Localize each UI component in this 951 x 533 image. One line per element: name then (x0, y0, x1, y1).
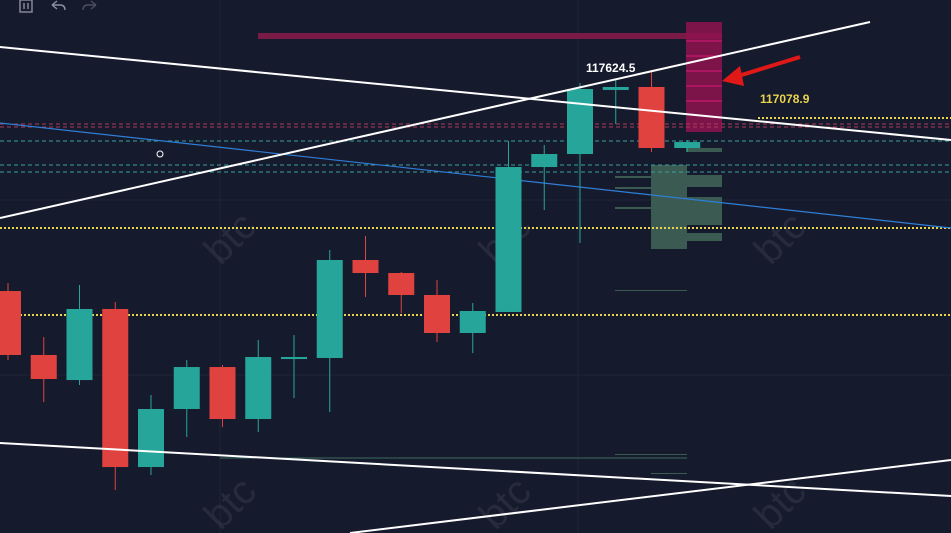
red-arrow (722, 55, 801, 86)
profile-bar (615, 187, 651, 189)
undo-button[interactable] (51, 0, 66, 11)
zone-line (686, 100, 722, 102)
candle-body (388, 273, 415, 295)
candle-body (209, 367, 236, 420)
zone-line (686, 40, 722, 42)
candle-body (281, 357, 307, 360)
arrow-shaft (734, 55, 801, 79)
candle-body (173, 367, 200, 409)
candle-body (424, 294, 450, 333)
toolbar[interactable] (19, 0, 97, 13)
profile-bar (615, 290, 687, 291)
arrow-head (722, 66, 744, 86)
candles (0, 69, 701, 490)
profile-bar (615, 207, 651, 209)
candle-body (567, 89, 593, 155)
price-labels: 117624.5 117078.9 (586, 61, 951, 119)
profile-bar (615, 176, 651, 178)
candle-body (0, 291, 21, 355)
profile-bar (686, 148, 722, 152)
price-label: 117078.9 (760, 92, 810, 106)
candle-body (638, 86, 665, 149)
profile-bar (686, 233, 722, 241)
candle-body (352, 259, 379, 274)
profile-bar (686, 175, 722, 187)
candle-body (66, 308, 93, 381)
candle-body (602, 86, 629, 90)
zone-lines (686, 40, 722, 102)
candle-body (30, 354, 57, 379)
zone-bar (258, 33, 722, 39)
zone-line (686, 85, 722, 87)
candle-body (531, 154, 558, 168)
redo-button[interactable] (82, 0, 97, 11)
anchor-point (156, 150, 164, 158)
trend-line (0, 21, 871, 219)
trend-line (349, 459, 951, 533)
candle-body (102, 308, 129, 468)
trend-line (0, 442, 951, 497)
trash-icon (19, 0, 33, 13)
candle-body (495, 167, 522, 312)
price-label: 117624.5 (586, 61, 636, 75)
zone-line (686, 55, 722, 57)
delete-button[interactable] (19, 0, 33, 13)
candle-body (459, 311, 486, 333)
trend-lines (0, 21, 951, 533)
zone-line (686, 70, 722, 72)
candle-body (674, 142, 701, 149)
profile-block (651, 165, 687, 249)
candle-body (138, 408, 164, 468)
trend-line (0, 46, 951, 141)
candle-body (245, 357, 272, 420)
trend-line (0, 122, 951, 229)
candle-body (316, 259, 343, 358)
profile-bar (615, 454, 687, 455)
profile-bar (651, 473, 687, 474)
